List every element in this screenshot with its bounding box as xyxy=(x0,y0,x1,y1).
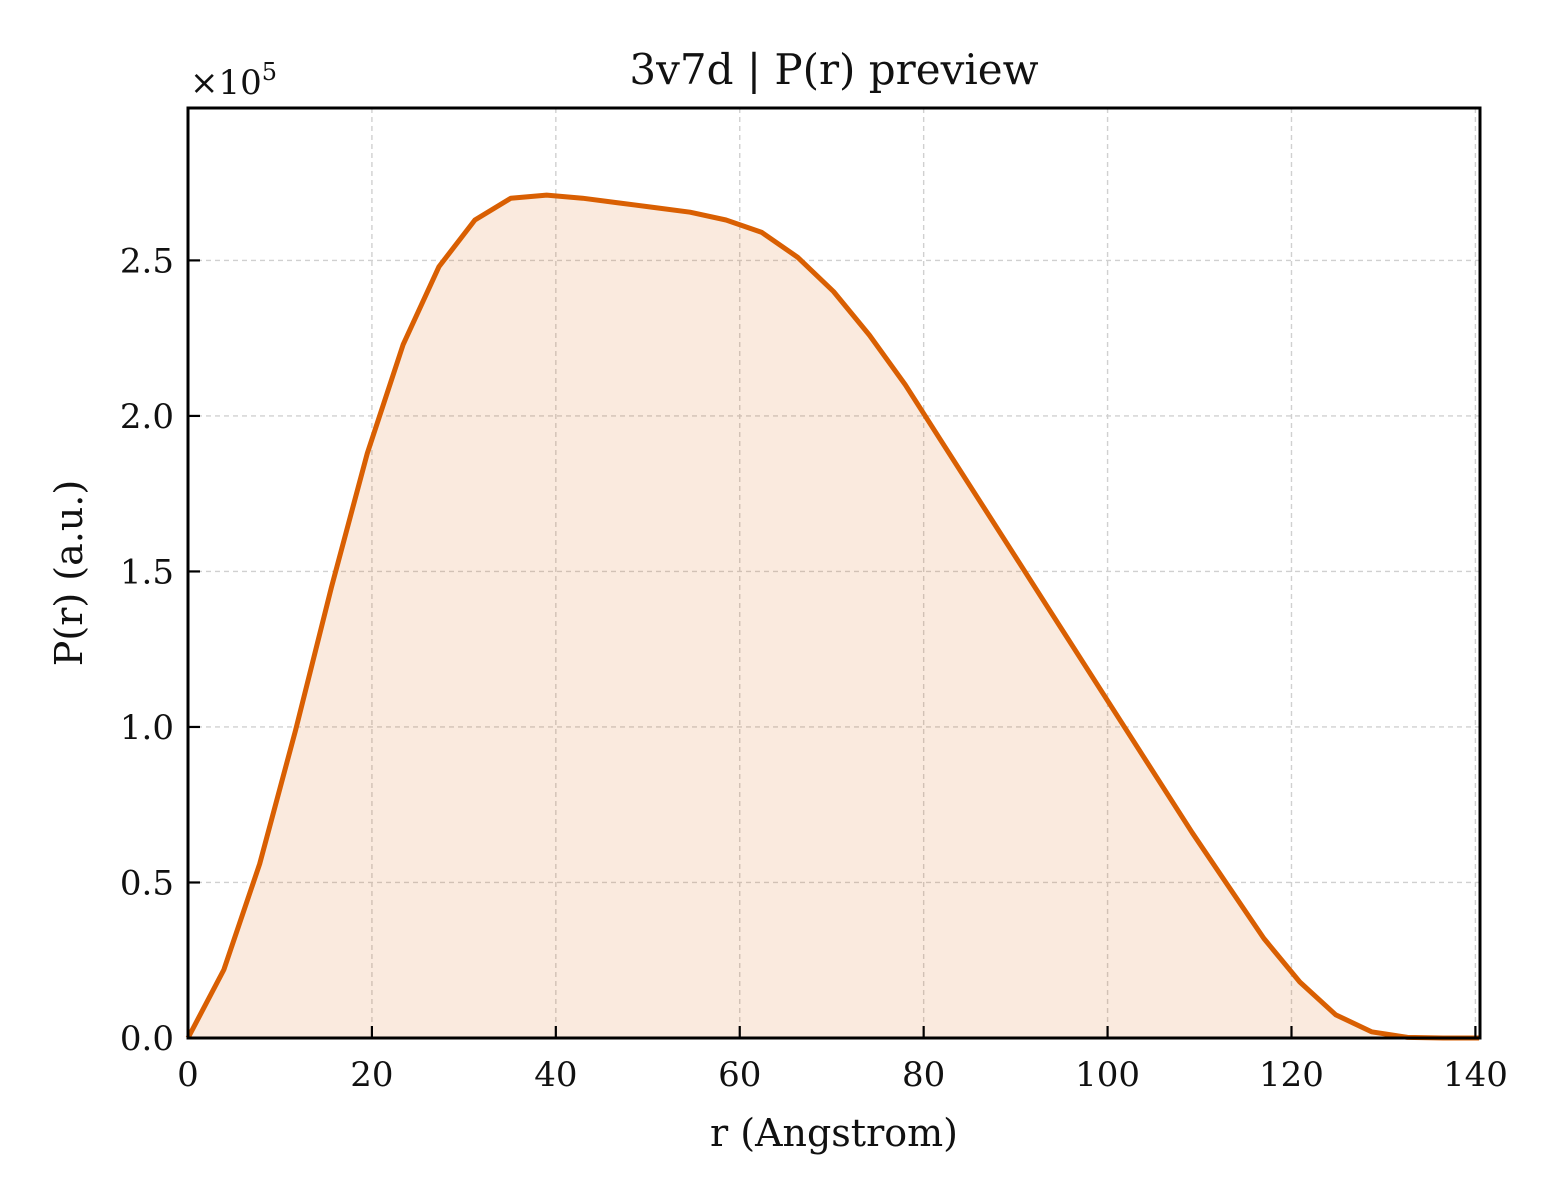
chart-title: 3v7d | P(r) preview xyxy=(629,45,1038,94)
tick-layer: 0 20 40 60 80 100 120 140 0.0 0.5 1.0 1.5 2.0 2.5 xyxy=(120,241,1508,1095)
x-tick-label: 60 xyxy=(718,1055,761,1095)
y-tick-label: 1.0 xyxy=(120,708,174,748)
y-tick-label: 2.5 xyxy=(120,241,174,281)
y-axis-multiplier-exponent: 5 xyxy=(262,58,277,86)
y-axis-multiplier-base: ×10 xyxy=(190,63,262,103)
x-tick-label: 120 xyxy=(1259,1055,1324,1095)
plot-frame xyxy=(186,106,1482,1040)
x-tick-label: 140 xyxy=(1443,1055,1508,1095)
x-axis-label: r (Angstrom) xyxy=(710,1111,958,1155)
x-tick-label: 20 xyxy=(350,1055,393,1095)
x-tick-label: 100 xyxy=(1075,1055,1140,1095)
y-tick-label: 1.5 xyxy=(120,552,174,592)
y-axis-label: P(r) (a.u.) xyxy=(47,480,91,666)
grid-layer xyxy=(188,108,1480,1038)
y-tick-label: 0.5 xyxy=(120,863,174,903)
series-area-fill xyxy=(188,195,1480,1039)
y-tick-label: 0.0 xyxy=(120,1019,174,1059)
x-tick-label: 0 xyxy=(177,1055,199,1095)
x-tick-label: 40 xyxy=(534,1055,577,1095)
x-tick-label: 80 xyxy=(902,1055,945,1095)
y-axis-multiplier: ×105 xyxy=(190,58,277,103)
series-line xyxy=(185,192,1480,1041)
y-tick-label: 2.0 xyxy=(120,397,174,437)
